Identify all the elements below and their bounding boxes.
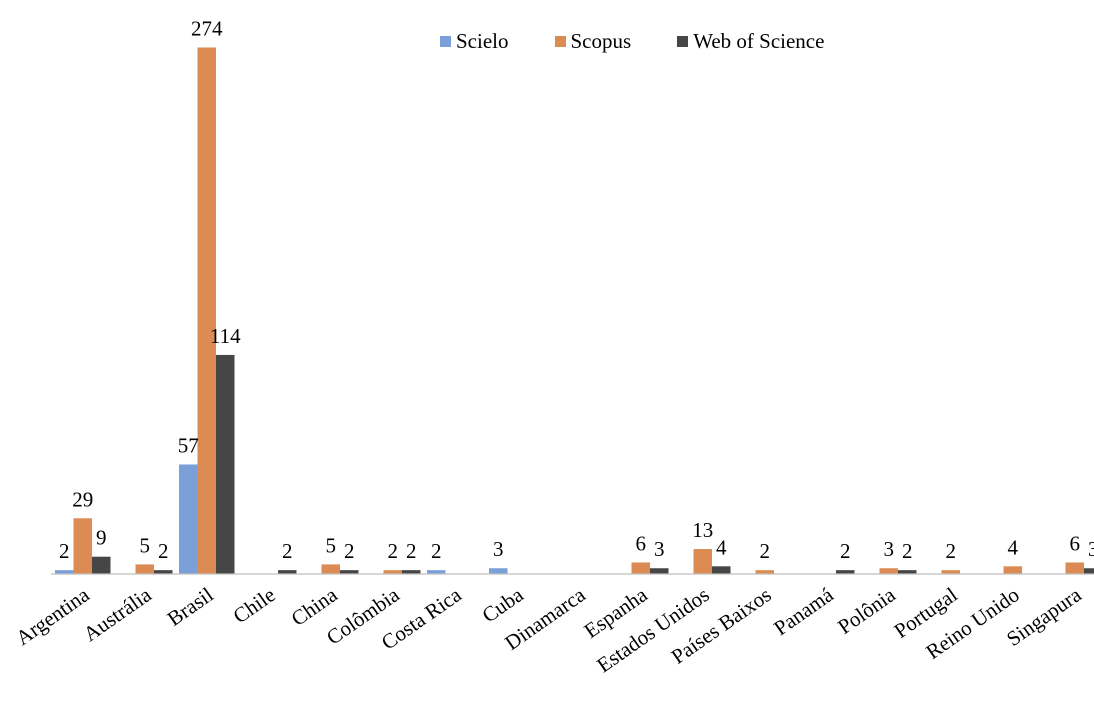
value-label-portugal-scopus: 2 [946, 539, 957, 563]
category-label-chile: Chile [229, 582, 280, 628]
legend-label-scielo: Scielo [456, 29, 509, 53]
bar-argentina-web-of-science [92, 556, 111, 574]
value-label-singapura-scopus: 6 [1070, 531, 1081, 555]
value-label-china-scopus: 5 [326, 533, 337, 557]
value-label-estados-unidos-web-of-science: 4 [716, 535, 727, 559]
bar-espanha-scopus [631, 562, 650, 574]
bar-estados-unidos-web-of-science [712, 566, 731, 574]
value-label-argentina-web-of-science: 9 [96, 526, 107, 550]
legend-label-web-of-science: Web of Science [693, 29, 825, 53]
value-label-australia-web-of-science: 2 [158, 539, 169, 563]
category-label-panama: Panamá [769, 582, 838, 640]
value-label-brasil-scopus: 274 [191, 17, 223, 41]
value-label-colombia-scopus: 2 [388, 539, 399, 563]
bar-australia-web-of-science [154, 570, 173, 574]
value-label-reino-unido-scopus: 4 [1008, 535, 1019, 559]
value-label-estados-unidos-scopus: 13 [692, 518, 713, 542]
value-label-paises-baixos-scopus: 2 [760, 539, 771, 563]
bar-polonia-web-of-science [898, 570, 917, 574]
bar-portugal-scopus [941, 570, 960, 574]
legend-item-scielo: Scielo [440, 29, 509, 54]
value-label-cuba-scielo: 3 [493, 537, 504, 561]
bar-brasil-web-of-science [216, 354, 235, 574]
value-label-brasil-scielo: 57 [178, 433, 199, 457]
value-label-chile-web-of-science: 2 [282, 539, 293, 563]
value-label-australia-scopus: 5 [140, 533, 151, 557]
legend-swatch-web-of-science [677, 36, 689, 47]
bar-paises-baixos-scopus [755, 570, 774, 574]
category-label-australia: Austrália [79, 582, 156, 646]
value-label-brasil-web-of-science: 114 [210, 324, 241, 348]
legend-swatch-scopus [554, 36, 566, 47]
bar-reino-unido-scopus [1003, 566, 1022, 574]
bar-polonia-scopus [879, 568, 898, 574]
value-label-polonia-web-of-science: 2 [902, 539, 913, 563]
bar-estados-unidos-scopus [693, 549, 712, 574]
value-label-colombia-web-of-science: 2 [406, 539, 417, 563]
legend-label-scopus: Scopus [570, 29, 632, 53]
category-label-polonia: Polônia [833, 582, 900, 639]
value-label-polonia-scopus: 3 [884, 537, 895, 561]
category-label-argentina: Argentina [11, 582, 94, 650]
value-label-argentina-scielo: 2 [59, 539, 70, 563]
bars-group [55, 47, 1094, 574]
value-label-china-web-of-science: 2 [344, 539, 355, 563]
bar-argentina-scielo [55, 570, 74, 574]
bar-singapura-web-of-science [1084, 568, 1094, 574]
legend-swatch-scielo [440, 36, 451, 47]
bar-singapura-scopus [1065, 562, 1084, 574]
bar-espanha-web-of-science [650, 568, 669, 574]
bar-china-scopus [321, 564, 340, 574]
bar-costa-rica-scielo [427, 570, 446, 574]
bar-australia-scopus [135, 564, 154, 574]
value-label-argentina-scopus: 29 [72, 487, 93, 511]
bar-chile-web-of-science [278, 570, 297, 574]
category-label-brasil: Brasil [163, 582, 218, 631]
value-label-espanha-web-of-science: 3 [654, 537, 665, 561]
legend: Scielo Scopus Web of Science [440, 29, 870, 54]
bar-china-web-of-science [340, 570, 359, 574]
bar-cuba-scielo [489, 568, 508, 574]
value-label-costa-rica-scielo: 2 [431, 539, 442, 563]
value-label-singapura-web-of-science: 3 [1088, 537, 1094, 561]
legend-item-web-of-science: Web of Science [677, 29, 824, 54]
value-label-panama-web-of-science: 2 [840, 539, 851, 563]
bar-colombia-scopus [383, 570, 402, 574]
bar-brasil-scopus [197, 47, 216, 574]
bar-argentina-scopus [73, 518, 92, 574]
bar-brasil-scielo [179, 464, 198, 574]
value-label-espanha-scopus: 6 [636, 531, 647, 555]
bar-colombia-web-of-science [402, 570, 421, 574]
bar-panama-web-of-science [836, 570, 855, 574]
legend-item-scopus: Scopus [554, 29, 632, 54]
